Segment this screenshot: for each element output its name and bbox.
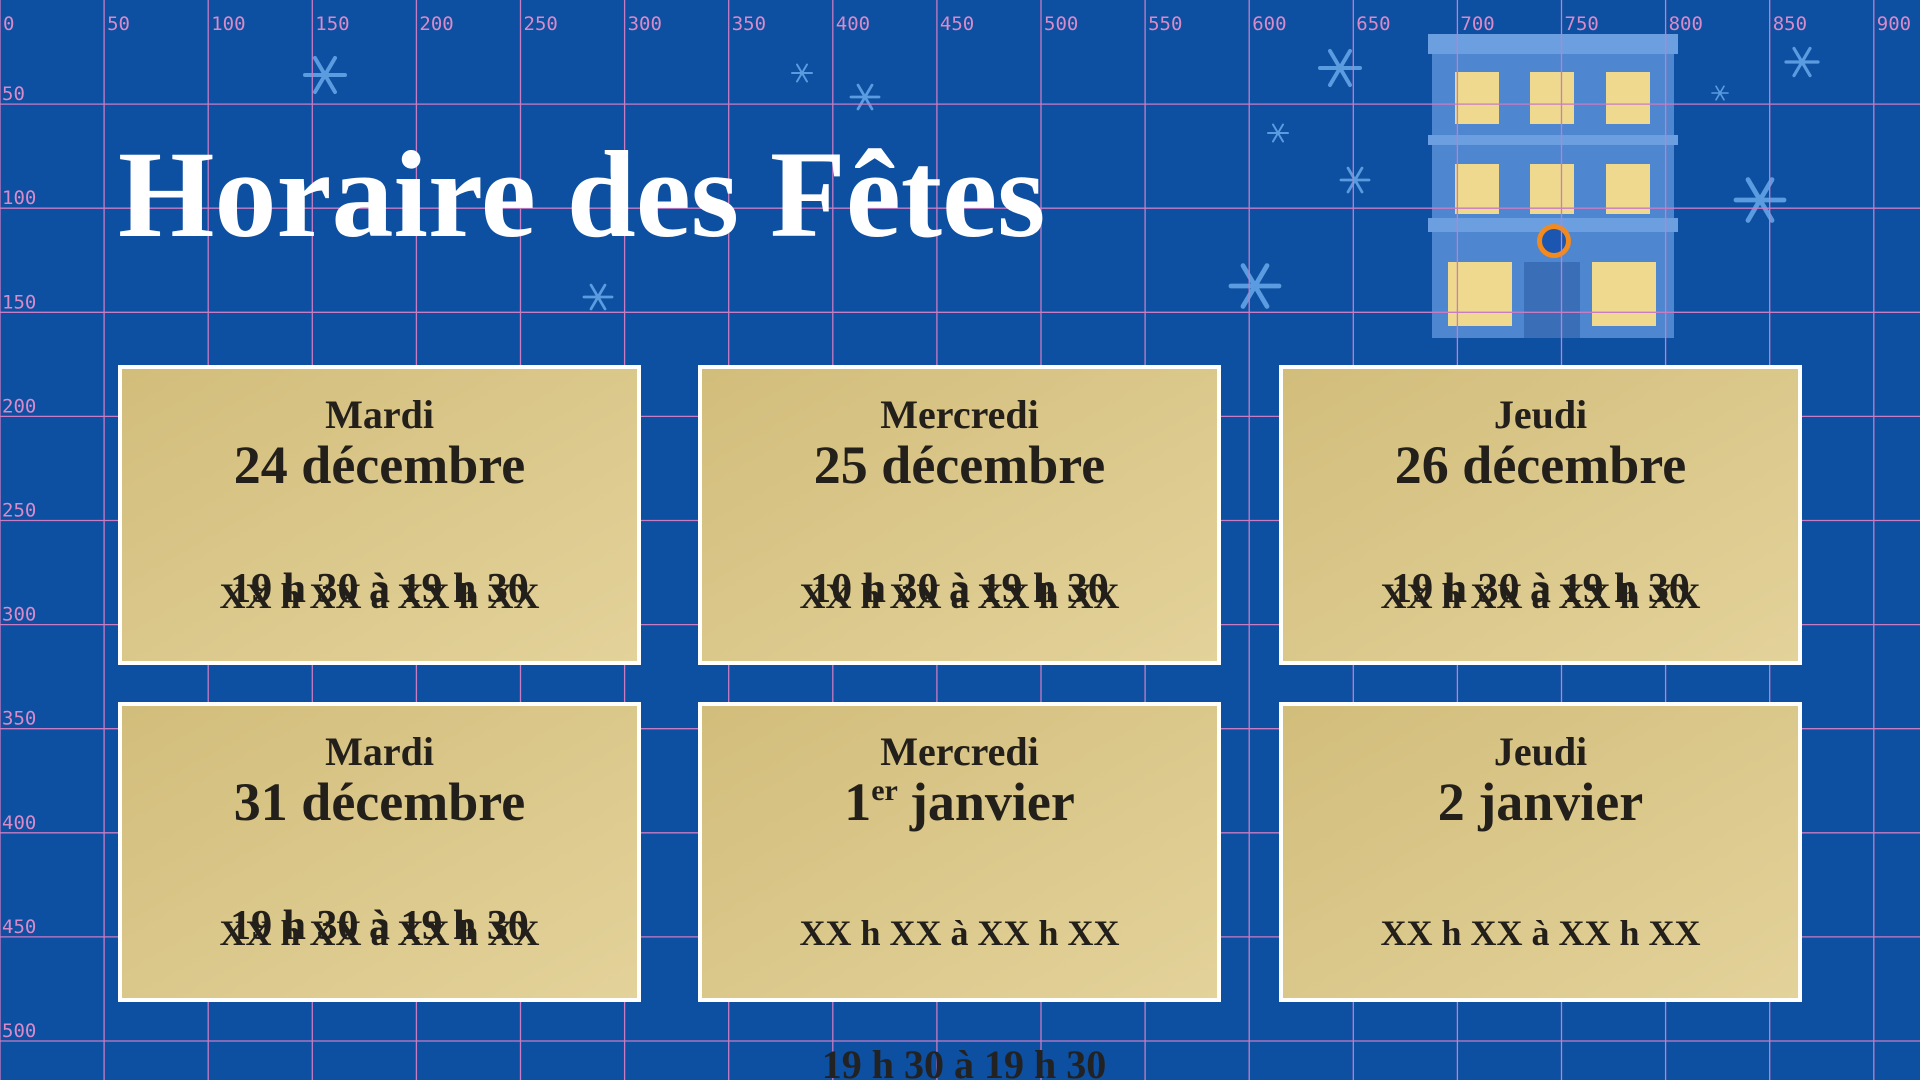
date-number: 1 bbox=[844, 772, 871, 832]
ruler-x-label: 700 bbox=[1460, 13, 1494, 35]
ruler-x-label: 300 bbox=[628, 13, 662, 35]
ruler-x-label: 800 bbox=[1669, 13, 1703, 35]
card-hours: XX h XX à XX h XX bbox=[1380, 913, 1700, 953]
store-building bbox=[1428, 34, 1678, 338]
ruler-x-label: 600 bbox=[1252, 13, 1286, 35]
ruler-x-label: 250 bbox=[524, 13, 558, 35]
ruler-x-label: 400 bbox=[836, 13, 870, 35]
card-date: 25 décembre bbox=[814, 435, 1105, 495]
card-box bbox=[1279, 365, 1802, 665]
card-day: Jeudi bbox=[1494, 392, 1587, 437]
ruler-y-label: 200 bbox=[2, 395, 36, 417]
ruler-y-label: 500 bbox=[2, 1020, 36, 1042]
card-hours: XX h XX à XX h XX bbox=[799, 913, 1119, 953]
ruler-y-label: 400 bbox=[2, 812, 36, 834]
ruler-x-label: 50 bbox=[107, 13, 130, 35]
ruler-x-label: 500 bbox=[1044, 13, 1078, 35]
card-box bbox=[1279, 702, 1802, 1002]
card-date: 24 décembre bbox=[234, 435, 525, 495]
title: Horaire des Fêtes bbox=[118, 126, 1045, 263]
date-month: janvier bbox=[909, 772, 1075, 832]
card-date: 1er janvier bbox=[844, 772, 1075, 832]
ruler-x-label: 550 bbox=[1148, 13, 1182, 35]
card-hours: XX h XX à XX h XX bbox=[799, 576, 1119, 616]
ruler-y-label: 250 bbox=[2, 500, 36, 522]
ruler-y-label: 450 bbox=[2, 916, 36, 938]
card-hours: XX h XX à XX h XX bbox=[219, 576, 539, 616]
ruler-x-label: 850 bbox=[1773, 13, 1807, 35]
card-hours: XX h XX à XX h XX bbox=[219, 913, 539, 953]
card-day: Mardi bbox=[325, 392, 434, 437]
card-hours: 19 h 30 à 19 h 30 bbox=[1391, 566, 1690, 612]
ruler-x-label: 100 bbox=[211, 13, 245, 35]
card-hours: 10 h 30 à 19 h 30 bbox=[810, 566, 1109, 612]
card-date: 2 janvier bbox=[1438, 772, 1643, 832]
ruler-x-label: 900 bbox=[1877, 13, 1911, 35]
card-day: Mercredi bbox=[880, 729, 1038, 774]
ruler-x-label: 650 bbox=[1356, 13, 1390, 35]
ruler-y-label: 100 bbox=[2, 187, 36, 209]
card-hours: 19 h 30 à 19 h 30 bbox=[230, 566, 529, 612]
card-hours: XX h XX à XX h XX bbox=[1380, 576, 1700, 616]
ruler-x-label: 200 bbox=[419, 13, 453, 35]
ruler-y-label: 150 bbox=[2, 291, 36, 313]
ruler-x-label: 450 bbox=[940, 13, 974, 35]
card-day: Mardi bbox=[325, 729, 434, 774]
stray-hours: 19 h 30 à 19 h 30 bbox=[822, 1042, 1107, 1080]
card-date: 26 décembre bbox=[1395, 435, 1686, 495]
ruler-y-label: 300 bbox=[2, 604, 36, 626]
card-box bbox=[118, 702, 641, 1002]
card-box bbox=[698, 365, 1221, 665]
card-day: Mercredi bbox=[880, 392, 1038, 437]
card-hours: 19 h 30 à 19 h 30 bbox=[230, 903, 529, 949]
ruler-y-label: 50 bbox=[2, 83, 25, 105]
card-date: 31 décembre bbox=[234, 772, 525, 832]
card-box bbox=[118, 365, 641, 665]
ruler-x-label: 0 bbox=[3, 13, 14, 35]
ruler-x-label: 150 bbox=[315, 13, 349, 35]
ruler-x-label: 750 bbox=[1565, 13, 1599, 35]
ruler-y-label: 350 bbox=[2, 708, 36, 730]
ruler-x-label: 350 bbox=[732, 13, 766, 35]
card-box bbox=[698, 702, 1221, 1002]
card-day: Jeudi bbox=[1494, 729, 1587, 774]
date-superscript: er bbox=[871, 774, 898, 807]
